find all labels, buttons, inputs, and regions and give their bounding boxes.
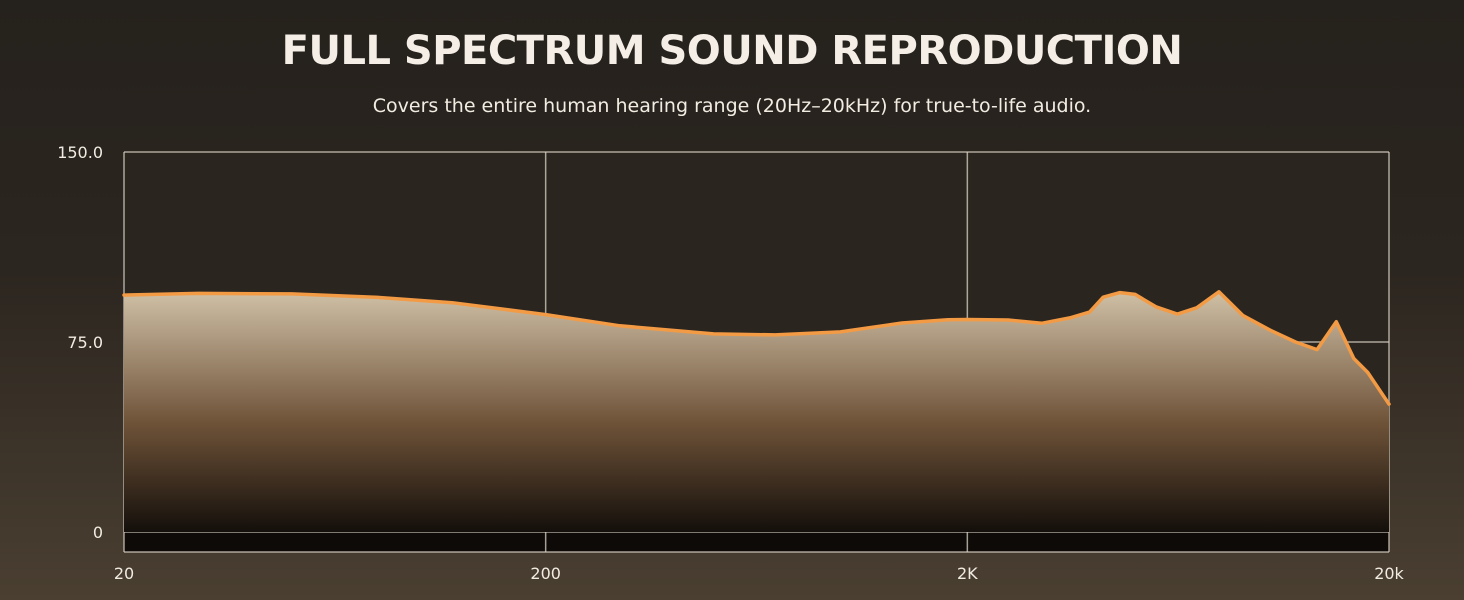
y-tick-label: 75.0: [67, 333, 103, 352]
y-tick-label: 0: [93, 523, 103, 542]
tick-labels: 20 200 2K 20k 0 75.0 150.0: [57, 143, 1404, 583]
response-line: [122, 290, 1391, 406]
chart-title: FULL SPECTRUM SOUND REPRODUCTION: [281, 28, 1183, 74]
x-tick-label: 20k: [1374, 564, 1404, 583]
chart-subtitle: Covers the entire human hearing range (2…: [372, 95, 1092, 117]
y-tick-label: 150.0: [57, 143, 103, 162]
x-tick-label: 2K: [957, 564, 978, 583]
x-tick-label: 20: [114, 564, 134, 583]
x-tick-label: 200: [530, 564, 561, 583]
response-area: [124, 291, 1389, 532]
below-zero-band: [124, 532, 1389, 552]
